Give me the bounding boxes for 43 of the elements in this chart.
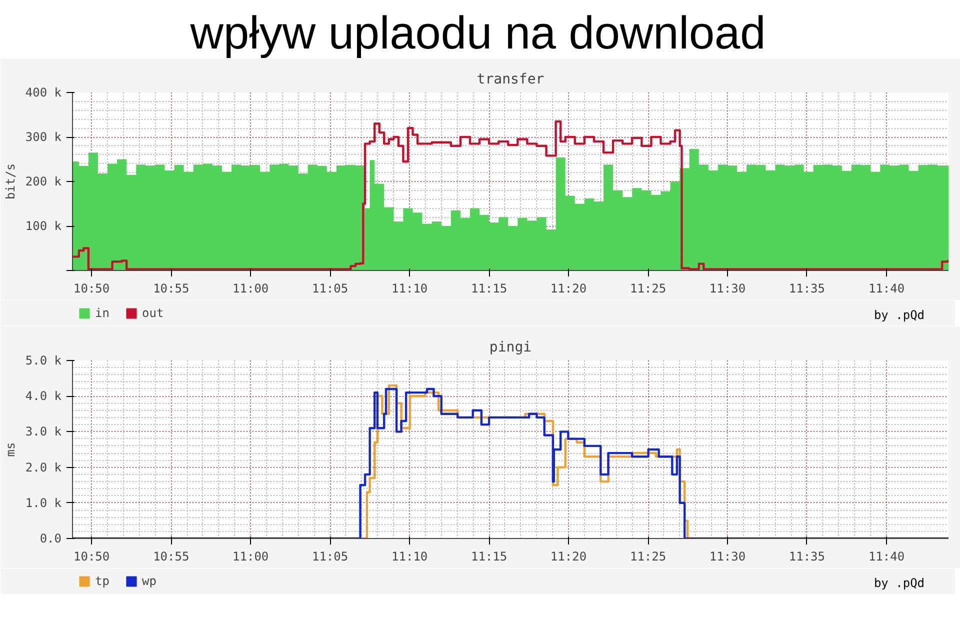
y-tick-label: 4.0 k — [25, 389, 62, 404]
x-tick-label: 11:20 — [550, 550, 587, 564]
x-tick-label: 11:00 — [232, 550, 269, 564]
legend-label: tp — [95, 574, 110, 588]
legend-label: wp — [142, 574, 158, 588]
y-tick-label: 100 k — [25, 219, 62, 233]
x-tick-label: 11:40 — [868, 282, 905, 296]
x-tick-label: 11:40 — [868, 550, 905, 564]
x-tick-label: 11:15 — [470, 282, 508, 296]
y-tick-label: 400 k — [25, 86, 62, 100]
x-tick-label: 11:20 — [550, 282, 587, 296]
y-tick-label: 200 k — [25, 174, 62, 188]
x-tick-label: 11:35 — [788, 550, 826, 564]
x-tick-label: 11:05 — [312, 550, 348, 564]
legend-label: out — [142, 306, 164, 320]
y-tick-label: 2.0 k — [25, 460, 62, 474]
x-tick-label: 10:55 — [153, 550, 190, 564]
x-tick-label: 11:35 — [788, 282, 826, 296]
x-tick-label: 11:30 — [709, 550, 746, 564]
legend-label: in — [95, 306, 110, 320]
y-tick-label: 300 k — [25, 130, 62, 144]
x-tick-label: 11:10 — [392, 550, 428, 564]
x-tick-label: 11:00 — [232, 282, 269, 296]
text: wpływ uplaodu na download — [189, 6, 766, 58]
x-tick-label: 10:55 — [153, 282, 190, 296]
x-tick-label: 10:50 — [74, 550, 110, 564]
text: by .pQd — [874, 308, 925, 322]
text: by .pQd — [874, 576, 925, 590]
x-tick-label: 11:10 — [392, 282, 428, 296]
x-tick-label: 10:50 — [74, 282, 110, 296]
chart-title: pingi — [489, 340, 532, 356]
x-tick-label: 11:30 — [709, 282, 746, 296]
y-tick-label: 3.0 k — [25, 424, 62, 439]
y-tick-label: 0.0 — [40, 532, 62, 546]
x-tick-label: 11:05 — [312, 282, 348, 296]
y-axis-title: bit/s — [3, 163, 18, 200]
x-tick-label: 11:25 — [630, 550, 666, 564]
x-tick-label: 11:15 — [470, 550, 508, 564]
y-tick-label: 1.0 k — [25, 496, 62, 510]
y-axis-title: ms — [3, 442, 18, 457]
chart-title: transfer — [476, 72, 544, 88]
x-tick-label: 11:25 — [630, 282, 666, 296]
y-tick-label: 5.0 k — [25, 354, 62, 368]
